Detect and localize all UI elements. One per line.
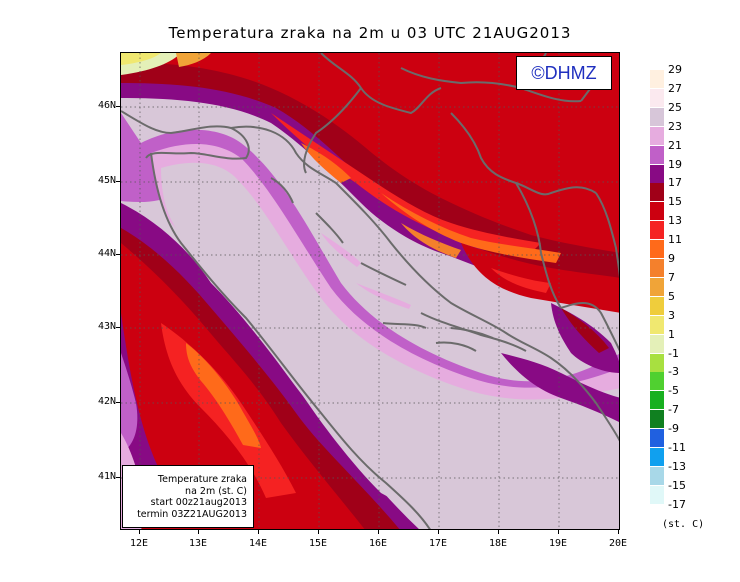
legend-swatch [650,296,664,315]
legend-label: -17 [668,497,686,511]
legend-label: 13 [668,214,682,228]
legend-label: 15 [668,195,682,209]
lon-label-13e: 13E [188,538,208,549]
lat-tick [116,327,120,328]
lon-tick [378,530,379,534]
legend-label: 29 [668,63,682,76]
legend-label: -7 [668,403,679,417]
lat-label-42n: 42N [97,396,116,407]
legend-unit: (st. C) [662,519,705,530]
legend-swatch [650,202,664,221]
lon-label-20e: 20E [608,538,628,549]
legend-swatch [650,353,664,372]
info-line-start: start 00z21aug2013 [150,497,247,508]
legend-label: 27 [668,81,682,95]
lon-label-15e: 15E [308,538,328,549]
legend-label: 23 [668,119,682,133]
legend-label: -13 [668,459,686,473]
legend-swatch [650,448,664,466]
legend-swatch [650,240,664,259]
dhmz-brand-label: ©DHMZ [516,56,612,90]
lat-label-44n: 44N [97,248,116,259]
legend-label: -15 [668,478,686,492]
lon-label-16e: 16E [368,538,388,549]
legend-label: 5 [668,289,675,303]
legend-label: 21 [668,138,682,152]
lon-tick [258,530,259,534]
lon-tick [198,530,199,534]
legend-label: -1 [668,346,679,360]
legend-label: 3 [668,308,675,322]
legend-label: 11 [668,233,682,247]
legend-label: -5 [668,384,679,398]
lat-tick [116,402,120,403]
legend-swatch [650,372,664,391]
legend-swatch [650,410,664,429]
legend-swatch [650,88,664,107]
info-box: Temperature zraka na 2m (st. C) start 00… [122,465,254,528]
lon-label-14e: 14E [248,538,268,549]
temperature-map [120,52,620,530]
map-title: Temperatura zraka na 2m u 03 UTC 21AUG20… [168,24,572,42]
lon-tick [618,530,619,534]
legend-swatch [650,391,664,410]
info-line-title: Temperature zraka [157,474,247,485]
lat-label-43n: 43N [97,321,116,332]
legend-label: 25 [668,100,682,114]
legend-swatch [650,221,664,240]
map-canvas [121,53,619,529]
lat-label-45n: 45N [97,175,116,186]
legend-label: -9 [668,422,679,436]
legend-label: -11 [668,441,686,454]
legend-swatch [650,126,664,145]
legend-swatch [650,315,664,334]
lat-tick [116,181,120,182]
legend-label: 19 [668,157,682,171]
lat-label-46n: 46N [97,100,116,111]
info-line-termin: termin 03Z21AUG2013 [137,508,247,520]
legend-swatch [650,107,664,126]
lat-tick [116,477,120,478]
legend-swatch [650,277,664,296]
lon-tick [498,530,499,534]
lat-tick [116,106,120,107]
legend-label: 7 [668,270,675,284]
legend-swatch [650,259,664,277]
lon-label-17e: 17E [428,538,448,549]
legend-label: -3 [668,365,679,379]
legend-swatch [650,485,664,504]
legend-swatch [650,183,664,202]
legend-swatch [650,334,664,353]
lon-tick [318,530,319,534]
legend-label: 1 [668,327,675,341]
lon-label-18e: 18E [488,538,508,549]
info-line-units: na 2m (st. C) [185,485,247,497]
legend-swatch [650,70,664,88]
legend-swatch [650,164,664,183]
lat-label-41n: 41N [97,471,116,482]
lon-tick [438,530,439,534]
lat-tick [116,254,120,255]
lon-tick [139,530,140,534]
legend-label: 17 [668,176,682,190]
legend-swatch [650,466,664,485]
legend-label: 9 [668,252,675,265]
lon-label-12e: 12E [129,538,149,549]
legend-swatch [650,429,664,448]
lon-tick [558,530,559,534]
legend-swatch [650,145,664,164]
lon-label-19e: 19E [548,538,568,549]
